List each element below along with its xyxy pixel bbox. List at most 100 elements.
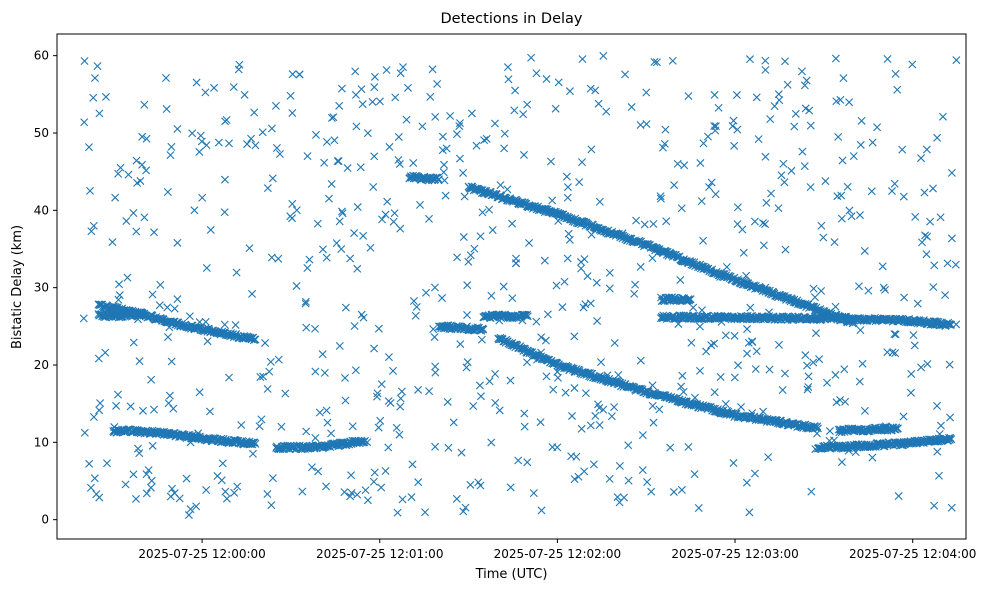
data-point xyxy=(95,109,104,118)
data-point xyxy=(575,178,584,187)
data-point xyxy=(891,330,900,339)
data-point xyxy=(679,387,688,396)
data-point xyxy=(936,213,945,222)
data-point xyxy=(162,105,171,114)
data-point xyxy=(251,439,260,448)
data-point xyxy=(108,238,117,247)
data-point xyxy=(583,272,592,281)
data-point xyxy=(470,244,479,253)
data-point xyxy=(527,53,536,62)
data-point xyxy=(587,145,596,154)
data-point xyxy=(359,231,368,240)
data-point xyxy=(377,483,386,492)
data-point xyxy=(263,384,272,393)
data-point xyxy=(614,371,623,380)
y-tick-label: 40 xyxy=(34,203,49,217)
data-point xyxy=(506,483,515,492)
data-point xyxy=(96,399,105,408)
data-point xyxy=(810,293,819,302)
data-point xyxy=(908,60,917,69)
data-point xyxy=(257,415,266,424)
data-point xyxy=(338,209,347,218)
data-point xyxy=(479,325,488,334)
data-point xyxy=(350,229,359,238)
data-point xyxy=(271,101,280,110)
data-point xyxy=(900,293,909,302)
data-point xyxy=(838,156,847,165)
data-point xyxy=(452,130,461,139)
data-point xyxy=(323,418,332,427)
data-point xyxy=(721,331,730,340)
data-point xyxy=(163,303,172,312)
data-point xyxy=(167,142,176,151)
data-point xyxy=(613,493,622,502)
data-point xyxy=(860,246,869,255)
data-point xyxy=(360,436,369,445)
data-point xyxy=(594,99,603,108)
data-point xyxy=(139,406,147,415)
data-point xyxy=(563,193,572,202)
data-point xyxy=(750,469,759,478)
data-point xyxy=(440,160,449,169)
data-point xyxy=(591,411,600,420)
data-point xyxy=(765,365,774,374)
data-point xyxy=(800,81,809,90)
data-point xyxy=(680,161,689,170)
y-axis-label: Bistatic Delay (km) xyxy=(10,225,25,349)
data-point xyxy=(801,351,810,360)
data-point xyxy=(624,441,633,450)
data-point xyxy=(337,245,346,254)
data-point xyxy=(491,369,500,378)
data-point xyxy=(710,122,719,131)
data-point xyxy=(766,115,775,124)
data-point xyxy=(268,174,277,183)
data-point xyxy=(737,402,745,411)
data-point xyxy=(910,341,919,350)
data-point xyxy=(391,93,400,102)
data-point xyxy=(836,396,845,405)
data-point xyxy=(887,187,896,196)
data-point xyxy=(251,335,260,344)
data-point xyxy=(370,344,379,353)
data-point xyxy=(821,177,830,186)
data-point xyxy=(202,485,211,494)
data-point xyxy=(930,501,939,510)
x-axis-label: Time (UTC) xyxy=(475,567,548,582)
data-point xyxy=(225,373,233,382)
data-point xyxy=(730,373,739,382)
data-point xyxy=(599,405,608,414)
data-point xyxy=(277,422,286,431)
data-point xyxy=(508,219,517,228)
data-point xyxy=(95,406,104,415)
data-point xyxy=(813,424,822,433)
data-point xyxy=(390,209,399,218)
data-point xyxy=(500,129,509,138)
data-point xyxy=(322,482,331,491)
data-point xyxy=(570,332,579,341)
data-point xyxy=(656,194,665,203)
data-point xyxy=(923,359,932,368)
data-point xyxy=(135,357,144,366)
data-point xyxy=(381,210,390,219)
data-point xyxy=(195,388,204,397)
data-point xyxy=(374,324,383,333)
data-point xyxy=(495,406,504,415)
data-point xyxy=(843,182,852,191)
data-point xyxy=(311,367,320,376)
data-point xyxy=(523,310,532,319)
data-point xyxy=(714,103,723,112)
data-point xyxy=(146,483,155,492)
data-point xyxy=(147,476,156,485)
data-point xyxy=(847,212,856,221)
data-point xyxy=(802,76,811,85)
data-point xyxy=(84,143,93,152)
data-point xyxy=(893,85,902,94)
data-point xyxy=(346,254,355,263)
data-point xyxy=(673,159,682,168)
data-point xyxy=(384,353,393,362)
data-point xyxy=(356,163,365,172)
data-point xyxy=(144,466,153,475)
data-point xyxy=(392,423,401,432)
data-point xyxy=(564,229,573,238)
data-point xyxy=(370,83,379,92)
